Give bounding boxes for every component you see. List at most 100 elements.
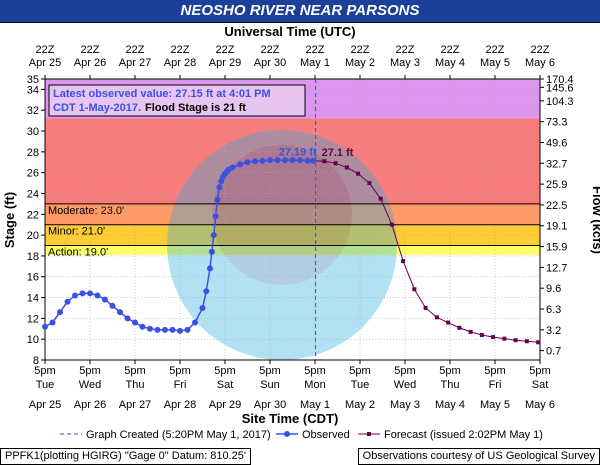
annotation-box — [48, 84, 306, 117]
y-tick-label: 28 — [27, 147, 39, 159]
x-tick-date: May 2 — [345, 399, 375, 411]
forecast-point — [479, 333, 484, 338]
x-tick-date: May 4 — [435, 399, 465, 411]
observed-point — [310, 157, 317, 164]
x-tick-day: Wed — [79, 379, 101, 391]
observed-point — [102, 296, 108, 303]
latest-value-annotation: Latest observed value: 27.15 ft at 4:01 … — [48, 84, 306, 117]
y-tick-label: 32 — [27, 105, 39, 117]
y-axis-title: Stage (ft) — [2, 192, 17, 248]
footer-right: Observations courtesy of US Geological S… — [357, 448, 600, 465]
y2-tick-label: 170.4 — [546, 74, 574, 86]
x-tick-time: 5pm — [124, 365, 145, 377]
x-top-tick-date: Apr 25 — [29, 57, 61, 69]
y2-axis-title: Flow (kcfs) — [590, 186, 600, 254]
x-top-tick-date: Apr 30 — [254, 57, 286, 69]
x-tick-time: 5pm — [34, 365, 55, 377]
x-top-tick-time: 22Z — [306, 44, 325, 56]
y-tick-label: 14 — [27, 293, 39, 305]
watermark-circle-inner — [212, 145, 352, 285]
y-tick-label: 26 — [27, 168, 39, 180]
forecast-point — [367, 181, 372, 186]
y2-tick-label: 145.6 — [546, 82, 574, 94]
observed-point — [274, 157, 281, 164]
forecast-point — [536, 340, 541, 345]
watermark-circle — [167, 130, 397, 360]
x-tick-day: Mon — [304, 379, 325, 391]
observed-point — [289, 157, 296, 164]
y2-tick-label: 9.6 — [546, 283, 561, 295]
observed-point — [57, 309, 63, 316]
forecast-point — [322, 159, 327, 164]
x-tick-date: May 6 — [525, 399, 555, 411]
footer-left-text: PPFK1(plotting HGIRG) "Gage 0" Datum: 81… — [5, 450, 247, 462]
x-tick-time: 5pm — [304, 365, 325, 377]
observed-point — [184, 326, 191, 333]
x-tick-date: May 5 — [480, 399, 510, 411]
flood-band-action — [45, 245, 540, 255]
x-top-tick-date: May 3 — [390, 57, 420, 69]
y2-tick-label: 3.2 — [546, 325, 561, 337]
observed-point — [229, 164, 236, 171]
x-top-tick-date: May 4 — [435, 57, 465, 69]
x-top-tick-date: May 1 — [300, 57, 330, 69]
x-tick-time: 5pm — [259, 365, 280, 377]
x-tick-date: May 1 — [300, 399, 330, 411]
observed-point — [177, 327, 183, 334]
observed-point — [94, 292, 101, 299]
forecast-point — [412, 287, 417, 292]
observed-point — [203, 288, 210, 295]
observed-point — [117, 309, 123, 316]
forecast-point — [389, 222, 394, 227]
observed-point — [208, 248, 215, 255]
legend-forecast-marker — [367, 432, 371, 436]
x-tick-date: Apr 25 — [29, 399, 61, 411]
forecast-point — [524, 339, 529, 344]
x-top-tick-date: Apr 28 — [164, 57, 196, 69]
x-tick-time: 5pm — [394, 365, 415, 377]
forecast-point — [344, 165, 349, 170]
forecast-series — [311, 158, 541, 345]
observed-point — [124, 315, 131, 322]
x-tick-time: 5pm — [349, 365, 370, 377]
x-top-tick-time: 22Z — [216, 44, 235, 56]
observed-point — [214, 196, 221, 203]
forecast-point — [401, 259, 406, 264]
forecast-point — [434, 315, 439, 320]
observed-point — [49, 319, 56, 326]
observed-line — [44, 159, 314, 332]
x-top-tick-time: 22Z — [36, 44, 55, 56]
y2-tick-label: 32.7 — [546, 158, 567, 170]
annotation-flood-stage: Flood Stage is 21 ft — [145, 102, 246, 114]
flood-band-moderate — [45, 203, 540, 225]
title-bar: NEOSHO RIVER NEAR PARSONS — [0, 0, 600, 23]
x-tick-day: Sun — [260, 379, 280, 391]
x-tick-date: May 3 — [390, 399, 420, 411]
observed-point — [192, 319, 198, 326]
observed-point — [147, 325, 153, 332]
forecast-point — [446, 320, 451, 325]
forecast-point — [502, 336, 507, 341]
footer-left: PPFK1(plotting HGIRG) "Gage 0" Datum: 81… — [0, 448, 252, 465]
y-tick-label: 16 — [27, 272, 39, 284]
observed-point — [72, 292, 78, 299]
x-tick-time: 5pm — [529, 365, 550, 377]
observed-point — [282, 157, 288, 164]
x-top-tick-time: 22Z — [351, 44, 370, 56]
observed-point — [216, 184, 223, 191]
x-top-tick-date: Apr 26 — [74, 57, 106, 69]
y-tick-label: 20 — [27, 230, 39, 242]
x-tick-day: Tue — [36, 379, 55, 391]
x-axis-title: Site Time (CDT) — [242, 411, 339, 426]
observed-point — [267, 157, 273, 164]
observed-point — [79, 290, 86, 297]
observed-point — [199, 304, 206, 311]
x-top-tick-time: 22Z — [441, 44, 460, 56]
y2-tick-label: 22.5 — [546, 200, 567, 212]
x-top-tick-date: Apr 29 — [209, 57, 241, 69]
x-tick-day: Thu — [441, 379, 460, 391]
observed-peak-label: 27.19 ft — [279, 146, 317, 158]
y-tick-label: 30 — [27, 126, 39, 138]
x-top-tick-date: May 2 — [345, 57, 375, 69]
y-tick-label: 22 — [27, 209, 39, 221]
